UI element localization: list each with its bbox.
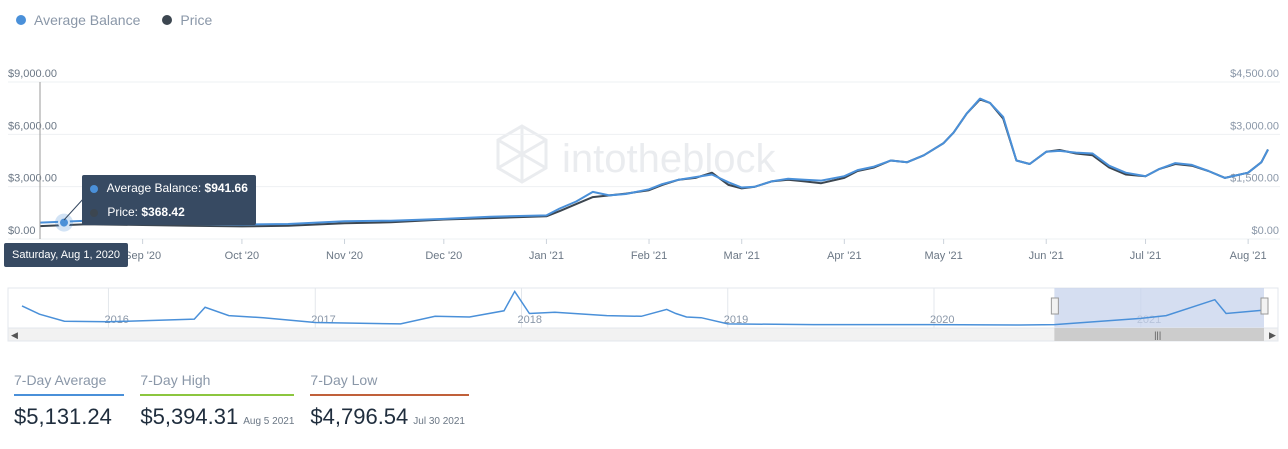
navigator-line xyxy=(21,289,1265,326)
scroll-left-arrow-icon[interactable]: ◀ xyxy=(11,330,18,340)
navigator-series-line xyxy=(21,289,1265,326)
navigator-handle-left[interactable] xyxy=(1050,297,1059,315)
x-tick-label: May '21 xyxy=(925,250,963,262)
legend-label-price: Price xyxy=(180,12,213,28)
price-dot-icon xyxy=(162,15,173,25)
scrollbar-track[interactable] xyxy=(7,327,1279,342)
y-left-tick-label: $0.00 xyxy=(8,225,36,237)
hover-point-halo xyxy=(55,213,73,232)
tooltip-date-text: Saturday, Aug 1, 2020 xyxy=(12,249,121,261)
y-right-tick-label: $4,500.00 xyxy=(1230,68,1279,80)
watermark-logo: intotheblock xyxy=(496,124,776,184)
tooltip-balance-label: Average Balance: xyxy=(106,181,202,195)
x-tick-label: Jan '21 xyxy=(529,250,564,262)
stat-date: Aug 5 2021 xyxy=(243,416,295,427)
cube-logo-icon xyxy=(496,124,548,184)
x-tick-label: Feb '21 xyxy=(631,250,667,262)
price-series-line xyxy=(39,98,1269,228)
average-balance-dot-icon xyxy=(16,15,26,25)
chart-legend: Average Balance Price xyxy=(16,12,212,28)
stat-value: $5,131.24 xyxy=(14,404,112,429)
tooltip-balance-value: $941.66 xyxy=(204,181,248,195)
y-axis-right: $0.00 $1,500.00 $3,000.00 $4,500.00 xyxy=(1230,68,1279,237)
x-tick-label: Dec '20 xyxy=(425,250,462,262)
tooltip-connector xyxy=(63,197,85,221)
stat-7-day-low: 7-Day Low $4,796.54 Jul 30 2021 xyxy=(310,372,470,430)
navigator-year-label: 2021 xyxy=(1137,314,1161,326)
hover-point-marker xyxy=(58,216,70,229)
tooltip-price-value: $368.42 xyxy=(141,205,185,219)
navigator-year-label: 2018 xyxy=(518,314,542,326)
navigator-year-dividers xyxy=(107,288,1142,328)
tooltip-price-dot-icon xyxy=(90,208,98,217)
stat-label: 7-Day High xyxy=(140,372,295,396)
tooltip-values: Average Balance: $941.66 Price: $368.42 xyxy=(82,175,256,225)
scrollbar-thumb[interactable] xyxy=(1054,328,1264,341)
navigator-year-label: 2017 xyxy=(311,314,335,326)
scrollbar-grip-icon: ||| xyxy=(1154,330,1161,340)
scroll-right-arrow-icon[interactable]: ▶ xyxy=(1269,330,1276,340)
tooltip-date: Saturday, Aug 1, 2020 xyxy=(4,243,129,267)
stat-value: $5,394.31 xyxy=(140,404,239,429)
x-tick-label: Sep '20 xyxy=(124,250,161,262)
y-right-tick-label: $3,000.00 xyxy=(1230,120,1279,132)
legend-item-price[interactable]: Price xyxy=(162,12,212,28)
main-chart: intotheblock $0.00 $3,000.00 $6,000.00 $9,0… xyxy=(8,68,1280,262)
stat-value: $4,796.54 xyxy=(310,404,409,429)
x-tick-label: Apr '21 xyxy=(827,250,862,262)
x-axis: Sep '20 Oct '20 Nov '20 Dec '20 Jan '21 Feb '… xyxy=(124,239,1267,262)
watermark-text: intotheblock xyxy=(562,137,776,181)
stats-panel: 7-Day Average $5,131.24 7-Day High $5,39… xyxy=(14,372,470,430)
stat-7-day-average: 7-Day Average $5,131.24 xyxy=(14,372,125,430)
y-left-tick-label: $9,000.00 xyxy=(8,68,57,80)
y-axis-left: $0.00 $3,000.00 $6,000.00 $9,000.00 xyxy=(8,68,57,237)
navigator-year-label: 2019 xyxy=(724,314,748,326)
stat-label: 7-Day Low xyxy=(310,372,470,396)
navigator-handle-right[interactable] xyxy=(1260,297,1269,315)
tooltip-balance-dot-icon xyxy=(90,184,98,193)
y-right-tick-label: $0.00 xyxy=(1251,225,1279,237)
series-lines xyxy=(39,97,1269,228)
stat-7-day-high: 7-Day High $5,394.31 Aug 5 2021 xyxy=(140,372,295,430)
navigator-background xyxy=(7,287,1279,329)
x-tick-label: Jul '21 xyxy=(1130,250,1161,262)
x-tick-label: Aug '21 xyxy=(1230,250,1267,262)
x-tick-label: Jun '21 xyxy=(1029,250,1064,262)
stat-date: Jul 30 2021 xyxy=(413,416,465,427)
tooltip-price-label: Price: xyxy=(107,205,139,219)
stat-label: 7-Day Average xyxy=(14,372,125,396)
x-tick-label: Nov '20 xyxy=(326,250,363,262)
legend-item-average-balance[interactable]: Average Balance xyxy=(16,12,140,28)
navigator-selection[interactable] xyxy=(1054,288,1264,328)
navigator-year-label: 2016 xyxy=(104,314,128,326)
y-left-tick-label: $6,000.00 xyxy=(8,120,57,132)
average-balance-series-line xyxy=(39,97,1269,226)
x-tick-label: Oct '20 xyxy=(225,250,260,262)
navigator-year-label: 2020 xyxy=(930,314,954,326)
x-tick-label: Mar '21 xyxy=(724,250,760,262)
y-right-tick-label: $1,500.00 xyxy=(1230,173,1279,185)
y-left-tick-label: $3,000.00 xyxy=(8,173,57,185)
legend-label-average-balance: Average Balance xyxy=(34,12,141,28)
navigator-year-labels: 2016 2017 2018 2019 2020 2021 xyxy=(104,314,1161,326)
